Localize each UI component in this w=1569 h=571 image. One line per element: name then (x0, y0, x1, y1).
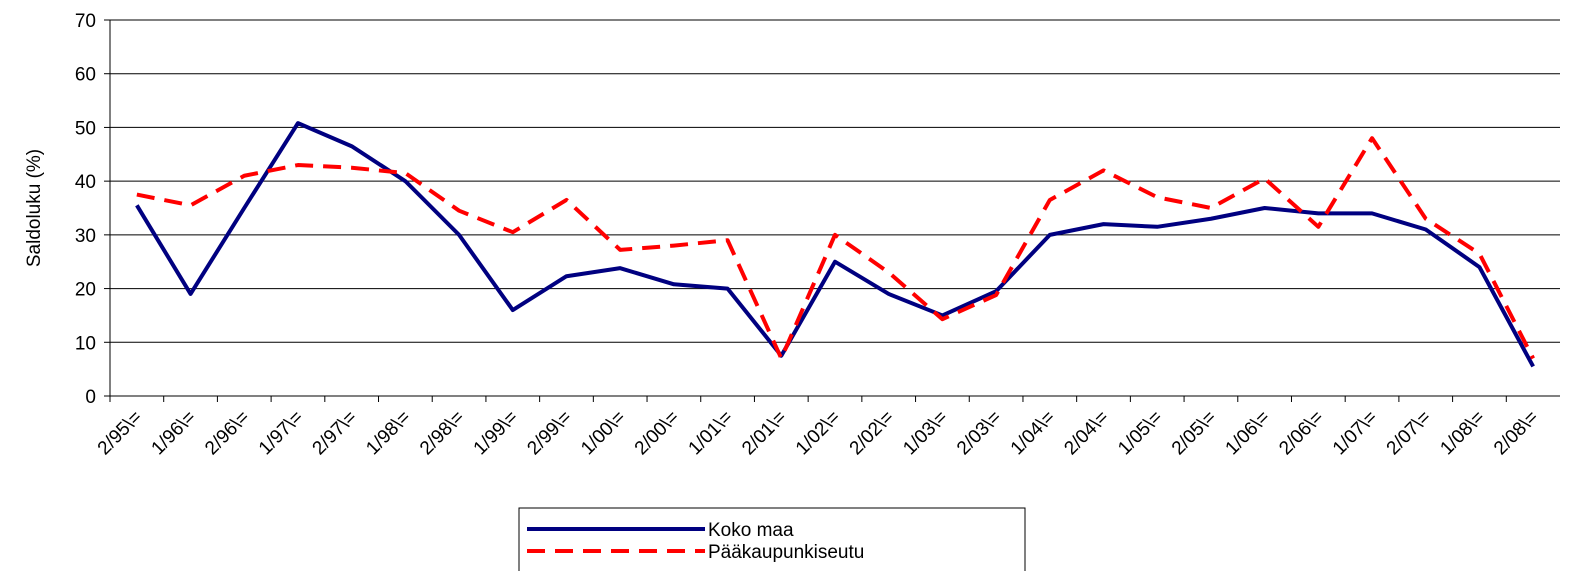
x-tick-label: 1/02\= (792, 407, 845, 460)
x-tick-label: 1/03\= (899, 407, 952, 460)
x-tick-label: 2/99\= (523, 407, 576, 460)
x-tick-label: 1/98\= (362, 407, 415, 460)
y-tick-label: 50 (75, 118, 96, 139)
x-tick-label: 2/06\= (1275, 407, 1328, 460)
legend-box (518, 507, 1026, 571)
x-tick-label: 1/07\= (1329, 407, 1382, 460)
x-tick-label: 2/04\= (1060, 407, 1113, 460)
x-tick-label: 1/06\= (1222, 407, 1275, 460)
x-tick-label: 1/99\= (470, 407, 523, 460)
x-tick-label: 2/05\= (1168, 407, 1221, 460)
x-tick-label: 1/04\= (1007, 407, 1060, 460)
x-tick-label: 2/01\= (738, 407, 791, 460)
x-tick-label: 2/97\= (309, 407, 362, 460)
x-tick-label: 2/08\= (1490, 407, 1543, 460)
legend-label: Koko maa (708, 520, 794, 541)
y-tick-label: 70 (75, 11, 96, 32)
x-tick-label: 1/97\= (255, 407, 308, 460)
y-tick-label: 0 (85, 387, 96, 408)
x-tick-label: 2/96\= (201, 407, 254, 460)
y-tick-label: 60 (75, 65, 96, 86)
x-tick-label: 2/02\= (846, 407, 899, 460)
x-tick-label: 2/00\= (631, 407, 684, 460)
x-tick-label: 1/96\= (148, 407, 201, 460)
y-tick-label: 10 (75, 333, 96, 354)
series-line (136, 136, 1535, 361)
x-tick-label: 1/05\= (1114, 407, 1167, 460)
legend-label: Pääkaupunkiseutu (708, 542, 864, 563)
x-tick-label: 1/08\= (1436, 407, 1489, 460)
y-tick-label: 30 (75, 226, 96, 247)
y-tick-label: 20 (75, 280, 96, 301)
x-tick-label: 2/95\= (94, 407, 147, 460)
x-tick-label: 2/03\= (953, 407, 1006, 460)
x-tick-label: 2/07\= (1383, 407, 1436, 460)
x-tick-label: 1/01\= (685, 407, 738, 460)
x-tick-label: 1/00\= (577, 407, 630, 460)
x-tick-label: 2/98\= (416, 407, 469, 460)
y-tick-label: 40 (75, 172, 96, 193)
y-axis-label: Saldoluku (%) (24, 149, 45, 267)
series-line (135, 121, 1535, 368)
